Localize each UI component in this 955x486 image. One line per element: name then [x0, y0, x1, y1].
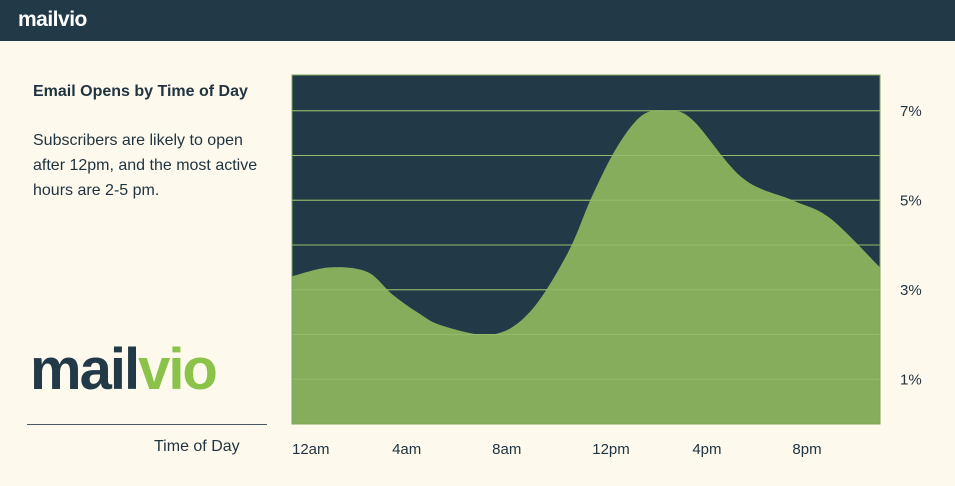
header-bar: mailvio [0, 0, 955, 41]
divider [27, 424, 267, 425]
brand-logo-large: mailvio [30, 337, 218, 402]
x-tick-label: 12am [292, 441, 330, 458]
area-series [292, 110, 880, 424]
y-tick-label: 1% [900, 371, 922, 388]
logo-text-accent: vio [138, 337, 218, 402]
brand-text: mailvio [18, 8, 87, 31]
logo-text-main: mail [30, 337, 140, 402]
chart-description: Subscribers are likely to open after 12p… [33, 132, 258, 199]
x-tick-label: 8am [492, 441, 521, 458]
plot-border [291, 74, 881, 425]
y-tick-label: 7% [900, 103, 922, 120]
brand-logo-small[interactable]: mailvio [18, 9, 87, 31]
x-axis-title: Time of Day [154, 438, 240, 455]
x-tick-label: 8pm [792, 441, 821, 458]
chart-title: Email Opens by Time of Day [33, 83, 248, 100]
y-tick-label: 3% [900, 282, 922, 299]
y-tick-label: 5% [900, 192, 922, 209]
x-tick-label: 4am [392, 441, 421, 458]
x-tick-label: 12pm [592, 441, 630, 458]
x-tick-label: 4pm [692, 441, 721, 458]
